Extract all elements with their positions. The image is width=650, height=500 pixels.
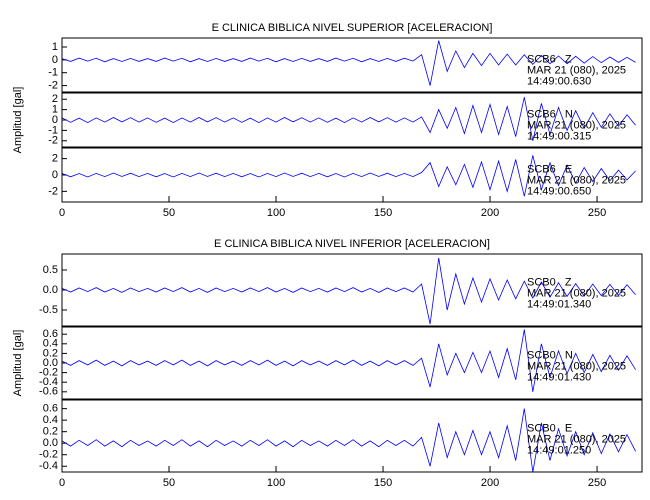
x-tick-label: 250 bbox=[588, 477, 606, 489]
panel-frame bbox=[61, 399, 643, 473]
x-tick-label: 250 bbox=[588, 207, 606, 219]
x-tick-label: 50 bbox=[163, 477, 175, 489]
trace-annotation: SCB6 N bbox=[527, 109, 573, 121]
trace-annotation: MAR 21 (080), 2025 bbox=[527, 288, 626, 300]
trace-annotation: 14:49:01.250 bbox=[527, 445, 591, 457]
x-tick-label: 0 bbox=[59, 207, 65, 219]
trace-annotation: SCB0 E bbox=[527, 423, 572, 435]
y-tick-label: 0.4 bbox=[43, 414, 58, 426]
x-tick-label: 150 bbox=[374, 207, 392, 219]
trace-annotation: SCB0 N bbox=[527, 350, 573, 362]
y-tick-label: 0.0 bbox=[43, 284, 58, 296]
x-tick-label: 200 bbox=[481, 207, 499, 219]
x-tick-label: 50 bbox=[163, 207, 175, 219]
panel-frame bbox=[61, 92, 643, 148]
waveform bbox=[61, 257, 636, 325]
waveform bbox=[61, 155, 636, 197]
y-tick-label: -0.6 bbox=[39, 386, 58, 398]
y-tick-label: 0.0 bbox=[43, 357, 58, 369]
y-axis-label: Amplitud [gal] bbox=[12, 87, 24, 154]
x-tick-label: 200 bbox=[481, 477, 499, 489]
y-tick-label: 1 bbox=[52, 104, 58, 116]
waveform bbox=[61, 329, 636, 392]
trace-annotation: MAR 21 (080), 2025 bbox=[527, 175, 626, 187]
y-tick-label: -1 bbox=[48, 124, 58, 136]
trace-annotation: MAR 21 (080), 2025 bbox=[527, 434, 626, 446]
y-tick-label: 0.2 bbox=[43, 426, 58, 438]
y-tick-label: 0 bbox=[52, 54, 58, 66]
trace-annotation: MAR 21 (080), 2025 bbox=[527, 65, 626, 77]
y-tick-label: 2 bbox=[52, 93, 58, 105]
y-tick-label: 0.0 bbox=[43, 437, 58, 449]
y-tick-label: 1 bbox=[52, 41, 58, 53]
x-tick-label: 0 bbox=[59, 477, 65, 489]
trace-annotation: 14:49:00.650 bbox=[527, 186, 591, 198]
panel-frame bbox=[61, 37, 643, 93]
y-tick-label: -2 bbox=[48, 135, 58, 147]
waveform bbox=[61, 97, 636, 141]
waveform bbox=[61, 40, 636, 86]
y-tick-label: -2 bbox=[48, 79, 58, 91]
trace-annotation: MAR 21 (080), 2025 bbox=[527, 120, 626, 132]
y-tick-label: -0.4 bbox=[39, 460, 58, 472]
trace-annotation: SCB6 E bbox=[527, 164, 572, 176]
panel-frame bbox=[61, 253, 643, 327]
y-tick-label: 0.5 bbox=[43, 264, 58, 276]
waveform bbox=[61, 408, 636, 473]
y-tick-label: -1 bbox=[48, 67, 58, 79]
trace-annotation: SCB0 Z bbox=[527, 277, 572, 289]
y-tick-label: 0 bbox=[52, 114, 58, 126]
trace-annotation: 14:49:00.630 bbox=[527, 76, 591, 88]
trace-annotation: 14:49:01.430 bbox=[527, 372, 591, 384]
y-tick-label: 0.6 bbox=[43, 328, 58, 340]
y-tick-label: -0.2 bbox=[39, 449, 58, 461]
y-tick-label: 0.6 bbox=[43, 403, 58, 415]
y-tick-label: 0 bbox=[52, 169, 58, 181]
y-tick-label: -0.4 bbox=[39, 376, 58, 388]
trace-annotation: 14:49:01.340 bbox=[527, 299, 591, 311]
y-tick-label: -0.2 bbox=[39, 367, 58, 379]
trace-annotation: SCB6 Z bbox=[527, 54, 572, 66]
y-tick-label: 0.2 bbox=[43, 347, 58, 359]
trace-annotation: MAR 21 (080), 2025 bbox=[527, 361, 626, 373]
y-tick-label: 2 bbox=[52, 153, 58, 165]
trace-annotation: 14:49:00.315 bbox=[527, 131, 591, 143]
chart-title: E CLINICA BIBLICA NIVEL SUPERIOR [ACELER… bbox=[212, 22, 493, 34]
x-tick-label: 100 bbox=[267, 477, 285, 489]
panel-frame bbox=[61, 326, 643, 400]
y-tick-label: -0.5 bbox=[39, 304, 58, 316]
panel-frame bbox=[61, 147, 643, 203]
x-tick-label: 150 bbox=[374, 477, 392, 489]
y-axis-label: Amplitud [gal] bbox=[12, 330, 24, 397]
x-tick-label: 100 bbox=[267, 207, 285, 219]
chart-title: E CLINICA BIBLICA NIVEL INFERIOR [ACELER… bbox=[214, 238, 490, 250]
y-tick-label: -2 bbox=[48, 185, 58, 197]
y-tick-label: 0.4 bbox=[43, 338, 58, 350]
